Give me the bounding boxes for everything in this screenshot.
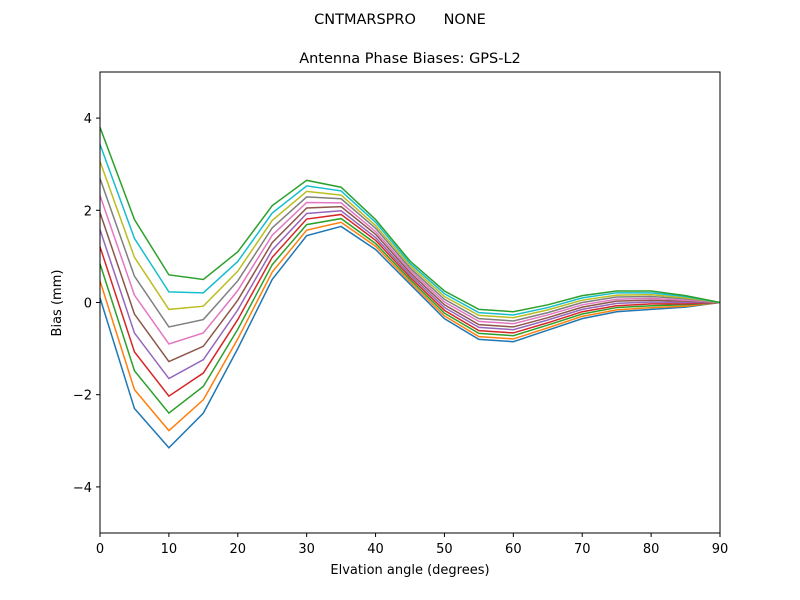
series-line	[99, 144, 721, 316]
x-axis-label: Elvation angle (degrees)	[330, 563, 489, 578]
series-line	[99, 161, 721, 319]
x-tick-label: 80	[643, 542, 660, 557]
y-tick-label: −4	[73, 481, 92, 496]
plot-area	[99, 127, 721, 449]
x-tick-label: 0	[96, 542, 104, 557]
x-tick-label: 30	[298, 542, 315, 557]
x-tick-label: 10	[161, 542, 178, 557]
chart-title: Antenna Phase Biases: GPS-L2	[299, 51, 521, 67]
x-tick-label: 70	[574, 542, 591, 557]
series-line	[99, 225, 721, 449]
suptitle: CNTMARSPRO NONE	[314, 12, 486, 28]
x-tick-label: 40	[367, 542, 384, 557]
series-line	[99, 213, 721, 398]
series-line	[99, 195, 721, 345]
y-tick-label: 4	[84, 112, 92, 127]
series-line	[99, 178, 721, 328]
y-tick-label: 0	[84, 297, 92, 312]
y-tick-label: −2	[73, 389, 92, 404]
series-line	[99, 217, 721, 415]
series-line	[99, 127, 721, 313]
x-tick-label: 50	[436, 542, 453, 557]
series-line	[99, 205, 721, 363]
y-tick-label: 2	[84, 204, 92, 219]
series-line	[99, 209, 720, 380]
series-line	[99, 221, 721, 432]
x-tick-label: 20	[230, 542, 247, 557]
y-axis-label: Bias (mm)	[50, 270, 65, 337]
x-tick-label: 60	[505, 542, 522, 557]
x-tick-label: 90	[712, 542, 729, 557]
